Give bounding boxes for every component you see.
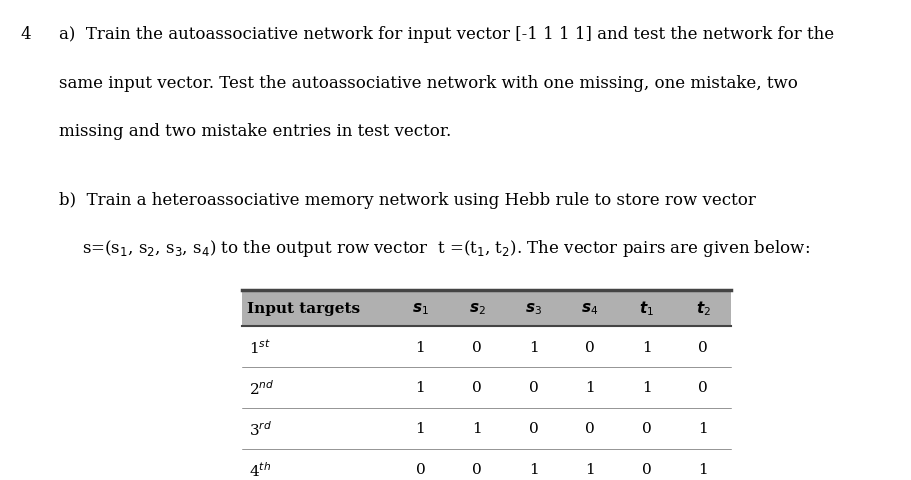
Text: 0: 0 bbox=[698, 340, 707, 354]
Text: 3$^{rd}$: 3$^{rd}$ bbox=[249, 419, 271, 438]
Text: 1: 1 bbox=[472, 421, 481, 435]
Text: 1: 1 bbox=[698, 462, 707, 476]
Text: 0: 0 bbox=[641, 462, 650, 476]
Text: 4: 4 bbox=[20, 26, 31, 43]
Text: 4$^{th}$: 4$^{th}$ bbox=[249, 460, 271, 479]
Text: 1: 1 bbox=[528, 340, 537, 354]
Text: 2$^{nd}$: 2$^{nd}$ bbox=[249, 378, 274, 397]
Text: same input vector. Test the autoassociative network with one missing, one mistak: same input vector. Test the autoassociat… bbox=[59, 74, 797, 91]
Text: 0: 0 bbox=[585, 340, 594, 354]
Text: s$_2$: s$_2$ bbox=[468, 300, 485, 316]
Text: b)  Train a heteroassociative memory network using Hebb rule to store row vector: b) Train a heteroassociative memory netw… bbox=[59, 192, 755, 209]
Text: 1: 1 bbox=[585, 462, 594, 476]
Text: 0: 0 bbox=[472, 462, 481, 476]
Text: 0: 0 bbox=[415, 462, 425, 476]
Text: missing and two mistake entries in test vector.: missing and two mistake entries in test … bbox=[59, 122, 451, 139]
Text: Input targets: Input targets bbox=[247, 301, 360, 315]
Text: 1: 1 bbox=[528, 462, 537, 476]
Text: 1: 1 bbox=[585, 381, 594, 395]
Text: 1: 1 bbox=[641, 340, 650, 354]
Text: 0: 0 bbox=[585, 421, 594, 435]
Text: 0: 0 bbox=[472, 340, 481, 354]
Text: a)  Train the autoassociative network for input vector [-1 1 1 1] and test the n: a) Train the autoassociative network for… bbox=[59, 26, 834, 43]
Text: 1: 1 bbox=[698, 421, 707, 435]
Text: 0: 0 bbox=[641, 421, 650, 435]
Text: 1: 1 bbox=[415, 381, 425, 395]
Text: 0: 0 bbox=[528, 381, 537, 395]
Text: t$_1$: t$_1$ bbox=[639, 299, 653, 318]
Text: s$_1$: s$_1$ bbox=[412, 300, 428, 316]
Text: s=(s$_1$, s$_2$, s$_3$, s$_4$) to the output row vector  t =(t$_1$, t$_2$). The : s=(s$_1$, s$_2$, s$_3$, s$_4$) to the ou… bbox=[82, 238, 809, 259]
Text: 1: 1 bbox=[415, 340, 425, 354]
Text: 1$^{st}$: 1$^{st}$ bbox=[249, 337, 271, 356]
Text: t$_2$: t$_2$ bbox=[695, 299, 710, 318]
Bar bbox=[241, 290, 731, 326]
Text: 1: 1 bbox=[415, 421, 425, 435]
Text: 1: 1 bbox=[641, 381, 650, 395]
Text: 0: 0 bbox=[698, 381, 707, 395]
Text: s$_3$: s$_3$ bbox=[525, 300, 541, 316]
Text: s$_4$: s$_4$ bbox=[580, 300, 599, 316]
Text: 0: 0 bbox=[528, 421, 537, 435]
Text: 0: 0 bbox=[472, 381, 481, 395]
